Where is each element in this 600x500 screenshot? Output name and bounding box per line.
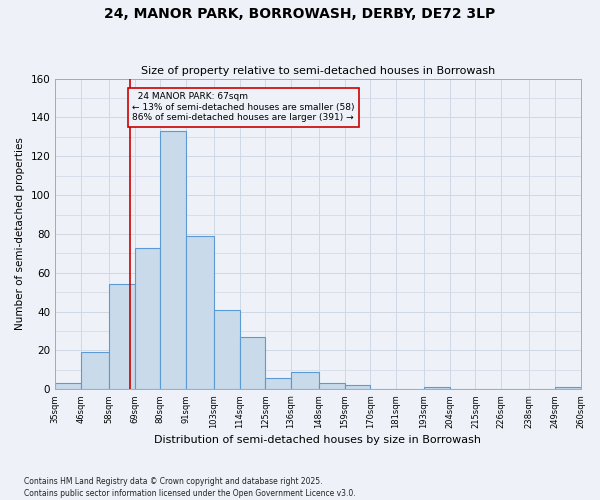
Bar [265, 378, 291, 390]
Bar [319, 384, 344, 390]
Text: 24, MANOR PARK, BORROWASH, DERBY, DE72 3LP: 24, MANOR PARK, BORROWASH, DERBY, DE72 3… [104, 8, 496, 22]
Bar [291, 372, 319, 390]
Bar [134, 248, 160, 390]
X-axis label: Distribution of semi-detached houses by size in Borrowash: Distribution of semi-detached houses by … [154, 435, 481, 445]
Bar [344, 386, 370, 390]
Text: 24 MANOR PARK: 67sqm  
← 13% of semi-detached houses are smaller (58)
86% of sem: 24 MANOR PARK: 67sqm ← 13% of semi-detac… [132, 92, 355, 122]
Bar [109, 284, 134, 390]
Bar [214, 310, 239, 390]
Bar [55, 384, 81, 390]
Bar [239, 337, 265, 390]
Bar [186, 236, 214, 390]
Bar [160, 131, 186, 390]
Text: Contains HM Land Registry data © Crown copyright and database right 2025.
Contai: Contains HM Land Registry data © Crown c… [24, 476, 356, 498]
Title: Size of property relative to semi-detached houses in Borrowash: Size of property relative to semi-detach… [141, 66, 495, 76]
Bar [555, 388, 581, 390]
Y-axis label: Number of semi-detached properties: Number of semi-detached properties [15, 138, 25, 330]
Bar [81, 352, 109, 390]
Bar [424, 388, 450, 390]
